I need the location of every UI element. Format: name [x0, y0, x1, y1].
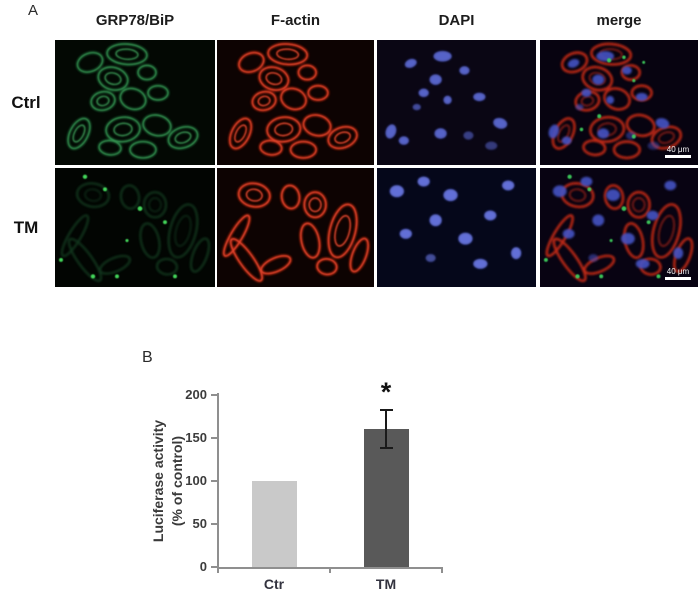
y-tick-mark — [211, 523, 217, 525]
y-tick-mark — [211, 480, 217, 482]
x-tick-mark — [217, 567, 219, 573]
significance-asterisk: * — [380, 377, 392, 408]
row-label-tm: TM — [13, 217, 39, 237]
scale-bar-line — [665, 277, 691, 280]
bar-ctr — [251, 481, 297, 567]
y-axis-line — [217, 393, 219, 569]
row-label-ctrl: Ctrl — [11, 92, 41, 112]
micrograph-tm-merge: 40 μm — [540, 168, 698, 287]
scale-bar-line — [665, 155, 691, 158]
x-category-label: Ctr — [263, 576, 285, 592]
column-header-merge: merge — [596, 12, 642, 29]
column-header-grp78: GRP78/BiP — [95, 12, 175, 29]
y-tick-mark — [211, 566, 217, 568]
micrograph-ctrl-factin — [217, 40, 374, 165]
panel-a-label: A — [28, 2, 39, 19]
micrograph-tm-factin — [217, 168, 374, 287]
x-tick-mark — [441, 567, 443, 573]
error-bar-cap-bottom — [379, 447, 393, 450]
micrograph-ctrl-grp78 — [55, 40, 215, 165]
error-bar-cap-top — [379, 409, 393, 412]
bar-tm — [363, 429, 409, 567]
scale-bar: 40 μm — [665, 145, 691, 158]
y-axis-title-line1: Luciferase activity — [150, 419, 166, 543]
scale-bar: 40 μm — [665, 267, 691, 280]
column-header-factin: F-actin — [270, 12, 321, 29]
x-category-label: TM — [375, 576, 397, 592]
y-tick-label: 100 — [185, 473, 207, 488]
bar-chart: 0 50 100 150 200 Ctr * TM — [185, 379, 443, 592]
scale-bar-label: 40 μm — [666, 145, 690, 154]
y-tick-mark — [211, 394, 217, 396]
micrograph-tm-dapi — [377, 168, 536, 287]
y-tick-label: 200 — [185, 387, 207, 402]
micrograph-ctrl-dapi — [377, 40, 536, 165]
micrograph-tm-grp78 — [55, 168, 215, 287]
column-header-dapi: DAPI — [438, 12, 475, 29]
micrograph-ctrl-merge: 40 μm — [540, 40, 698, 165]
y-tick-label: 150 — [185, 430, 207, 445]
panel-b-label: B — [142, 349, 153, 366]
y-tick-mark — [211, 437, 217, 439]
error-bar-stem — [385, 410, 387, 449]
x-tick-mark — [329, 567, 331, 573]
y-tick-label: 0 — [199, 559, 207, 574]
y-tick-label: 50 — [192, 516, 207, 531]
scale-bar-label: 40 μm — [666, 267, 690, 276]
